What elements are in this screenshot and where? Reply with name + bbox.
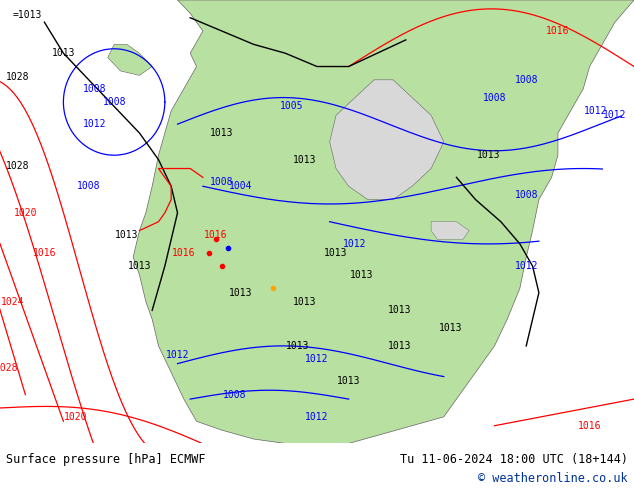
Text: 1013: 1013 (387, 305, 411, 316)
Text: 1008: 1008 (83, 84, 107, 94)
Text: Tu 11-06-2024 18:00 UTC (18+144): Tu 11-06-2024 18:00 UTC (18+144) (399, 453, 628, 466)
Text: 1012: 1012 (305, 354, 329, 364)
Text: 1012: 1012 (83, 119, 107, 129)
Text: 1012: 1012 (514, 261, 538, 271)
Text: 1024: 1024 (1, 296, 25, 307)
Text: 1013: 1013 (229, 288, 253, 298)
Text: 1013: 1013 (438, 323, 462, 333)
Text: 1016: 1016 (546, 26, 570, 36)
Text: 1013: 1013 (476, 150, 500, 160)
Text: =1013: =1013 (13, 10, 42, 20)
Text: 1012: 1012 (584, 106, 608, 116)
Text: 1012: 1012 (343, 239, 367, 249)
Text: 1016: 1016 (578, 421, 602, 431)
Polygon shape (133, 0, 634, 443)
Text: 1028: 1028 (6, 161, 30, 171)
Text: 1008: 1008 (514, 190, 538, 200)
Text: 1013: 1013 (210, 128, 234, 138)
Text: 1008: 1008 (223, 390, 247, 400)
Text: 1013: 1013 (115, 230, 139, 240)
Text: 1013: 1013 (387, 341, 411, 351)
Text: 1004: 1004 (229, 181, 253, 191)
Text: 1016: 1016 (204, 230, 228, 240)
Text: 1013: 1013 (337, 376, 361, 387)
Text: 1008: 1008 (77, 181, 101, 191)
Text: 1020: 1020 (13, 208, 37, 218)
Text: 1013: 1013 (349, 270, 373, 280)
Text: Surface pressure [hPa] ECMWF: Surface pressure [hPa] ECMWF (6, 453, 206, 466)
Text: 1013: 1013 (127, 261, 152, 271)
Text: 1020: 1020 (64, 412, 88, 422)
Text: 1028: 1028 (6, 72, 30, 82)
Polygon shape (431, 221, 469, 240)
Text: © weatheronline.co.uk: © weatheronline.co.uk (478, 472, 628, 485)
Text: 1013: 1013 (292, 155, 316, 165)
Text: 1005: 1005 (280, 101, 304, 111)
Text: 1012: 1012 (603, 110, 627, 121)
Text: 1008: 1008 (482, 93, 507, 102)
Text: 1013: 1013 (292, 296, 316, 307)
Text: 1008: 1008 (514, 75, 538, 85)
Polygon shape (330, 80, 444, 199)
Text: 1012: 1012 (165, 350, 190, 360)
Text: 1028: 1028 (0, 363, 18, 373)
Text: 1016: 1016 (32, 248, 56, 258)
Text: 1013: 1013 (286, 341, 310, 351)
Text: 1008: 1008 (102, 97, 126, 107)
Text: 1008: 1008 (210, 177, 234, 187)
Text: 1016: 1016 (172, 248, 196, 258)
Text: 1013: 1013 (51, 48, 75, 58)
Text: 1013: 1013 (324, 248, 348, 258)
Text: 1012: 1012 (305, 412, 329, 422)
Polygon shape (108, 44, 152, 75)
